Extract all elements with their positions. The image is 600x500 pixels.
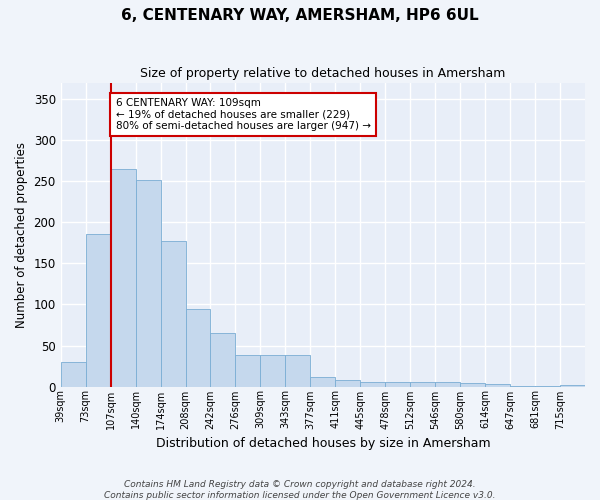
Bar bbox=[86, 234, 110, 386]
Bar bbox=[260, 356, 286, 386]
Bar bbox=[161, 242, 185, 386]
Bar bbox=[460, 383, 485, 386]
Bar bbox=[385, 382, 410, 386]
Bar bbox=[286, 356, 310, 386]
Bar bbox=[211, 333, 235, 386]
Bar bbox=[61, 362, 86, 386]
Bar bbox=[485, 384, 510, 386]
Bar bbox=[136, 180, 161, 386]
Bar bbox=[310, 378, 335, 386]
Bar bbox=[110, 169, 136, 386]
Bar bbox=[185, 308, 211, 386]
Text: 6, CENTENARY WAY, AMERSHAM, HP6 6UL: 6, CENTENARY WAY, AMERSHAM, HP6 6UL bbox=[121, 8, 479, 22]
X-axis label: Distribution of detached houses by size in Amersham: Distribution of detached houses by size … bbox=[155, 437, 490, 450]
Bar bbox=[560, 385, 585, 386]
Text: Contains HM Land Registry data © Crown copyright and database right 2024.
Contai: Contains HM Land Registry data © Crown c… bbox=[104, 480, 496, 500]
Bar bbox=[435, 382, 460, 386]
Text: 6 CENTENARY WAY: 109sqm
← 19% of detached houses are smaller (229)
80% of semi-d: 6 CENTENARY WAY: 109sqm ← 19% of detache… bbox=[116, 98, 371, 131]
Bar bbox=[235, 356, 260, 386]
Bar bbox=[410, 382, 435, 386]
Title: Size of property relative to detached houses in Amersham: Size of property relative to detached ho… bbox=[140, 68, 506, 80]
Y-axis label: Number of detached properties: Number of detached properties bbox=[15, 142, 28, 328]
Bar bbox=[360, 382, 385, 386]
Bar bbox=[335, 380, 360, 386]
